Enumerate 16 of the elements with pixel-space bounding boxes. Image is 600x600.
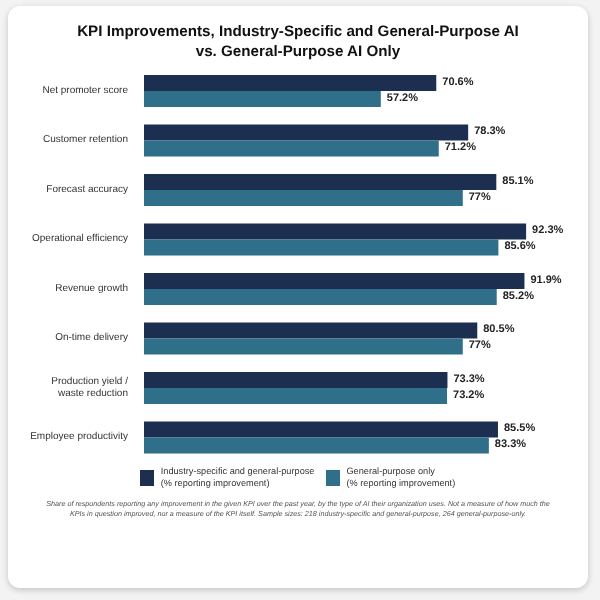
- bar: [144, 371, 448, 388]
- bar: [144, 140, 439, 157]
- bar: [144, 288, 497, 305]
- bar: [144, 90, 381, 107]
- bar: [144, 124, 469, 141]
- bar: [144, 421, 498, 438]
- bar: [144, 189, 463, 206]
- bar: [144, 338, 463, 355]
- bar: [144, 322, 478, 339]
- bar: [144, 223, 527, 240]
- bar: [144, 272, 525, 289]
- bar: [144, 173, 497, 190]
- bar: [144, 74, 437, 91]
- bar: [144, 387, 448, 404]
- bar: [144, 239, 499, 256]
- bar: [144, 437, 489, 454]
